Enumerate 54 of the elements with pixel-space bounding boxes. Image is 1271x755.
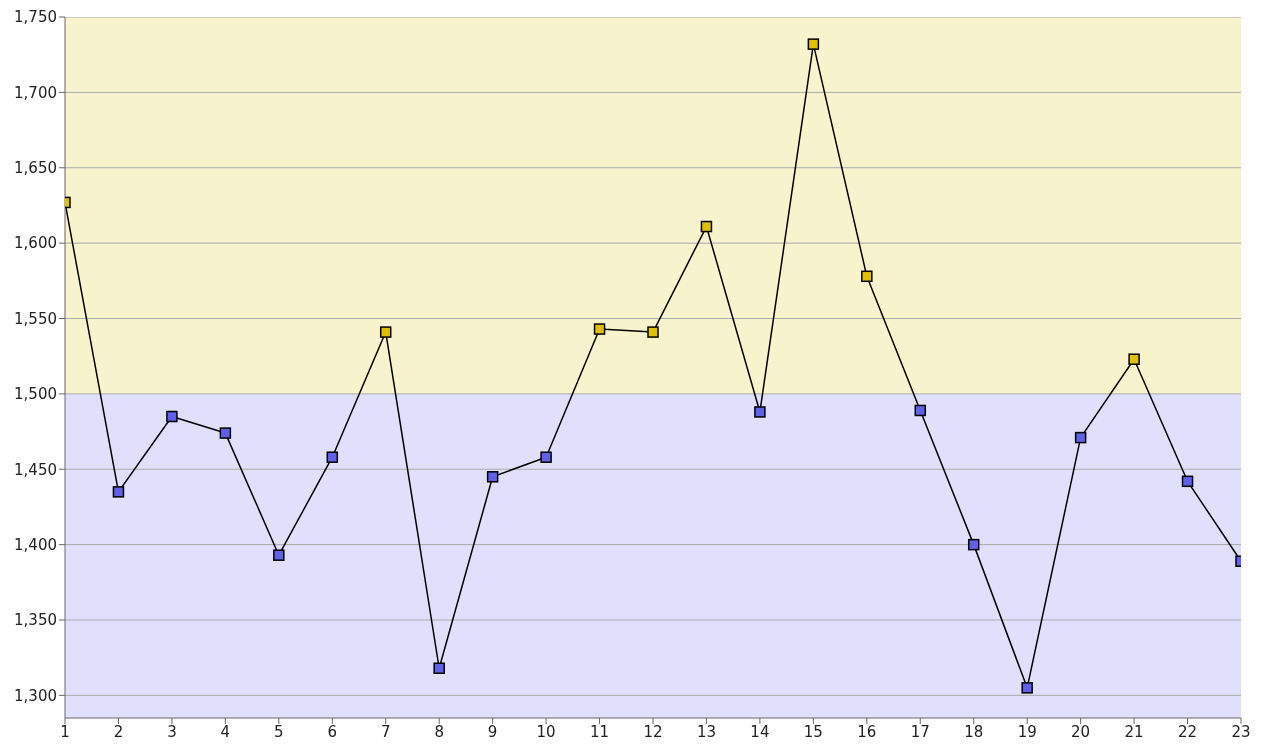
x-tick-label: 12 <box>643 722 663 741</box>
x-tick-label: 21 <box>1124 722 1144 741</box>
point <box>540 451 552 463</box>
point <box>807 38 820 50</box>
x-tick-label: 13 <box>696 722 716 741</box>
point <box>433 662 445 674</box>
x-tick-label: 7 <box>380 722 391 741</box>
point <box>112 486 125 498</box>
x-tick-label: 2 <box>113 722 124 741</box>
y-tick-label: 1,650 <box>14 159 57 178</box>
x-tick-label: 1 <box>60 722 70 741</box>
y-tick-label: 1,550 <box>14 309 57 328</box>
x-tick-label: 8 <box>434 722 444 741</box>
x-tick-label: 23 <box>1231 722 1251 741</box>
point <box>1074 431 1087 444</box>
x-tick-label: 16 <box>857 722 877 741</box>
x-tick-label: 10 <box>536 722 556 741</box>
x-tick-label: 6 <box>327 722 338 741</box>
x-tick-label: 4 <box>220 722 231 741</box>
x-tick-label: 3 <box>167 722 177 741</box>
y-tick-label: 1,450 <box>14 460 57 479</box>
point <box>593 323 606 335</box>
x-tick-label: 17 <box>910 722 930 741</box>
x-tick-label: 18 <box>964 722 984 741</box>
y-tick-label: 1,500 <box>14 385 57 404</box>
x-tick-label: 15 <box>803 722 823 741</box>
point <box>379 326 392 338</box>
x-tick-label: 22 <box>1178 722 1198 741</box>
x-tick-label: 14 <box>750 722 770 741</box>
point <box>273 549 285 561</box>
point <box>166 410 178 423</box>
point <box>1128 353 1140 365</box>
point <box>647 326 659 338</box>
point <box>754 406 766 418</box>
point <box>914 404 927 417</box>
point <box>1181 475 1194 488</box>
y-tick-label: 1,700 <box>14 83 57 102</box>
point <box>700 220 713 233</box>
x-tick-label: 19 <box>1017 722 1037 741</box>
x-tick-label: 5 <box>274 722 284 741</box>
y-tick-label: 1,300 <box>14 686 57 705</box>
y-tick-label: 1,750 <box>14 8 57 27</box>
x-tick-label: 20 <box>1071 722 1091 741</box>
point <box>486 471 499 483</box>
point <box>967 538 980 551</box>
point <box>326 451 339 463</box>
x-tick-label: 9 <box>487 722 498 741</box>
point <box>1021 682 1033 694</box>
x-tick-label: 11 <box>590 722 610 741</box>
y-tick-label: 1,400 <box>14 535 57 554</box>
point <box>861 270 873 283</box>
y-tick-label: 1,350 <box>14 611 57 630</box>
point <box>219 427 232 439</box>
y-tick-label: 1,600 <box>14 234 57 253</box>
